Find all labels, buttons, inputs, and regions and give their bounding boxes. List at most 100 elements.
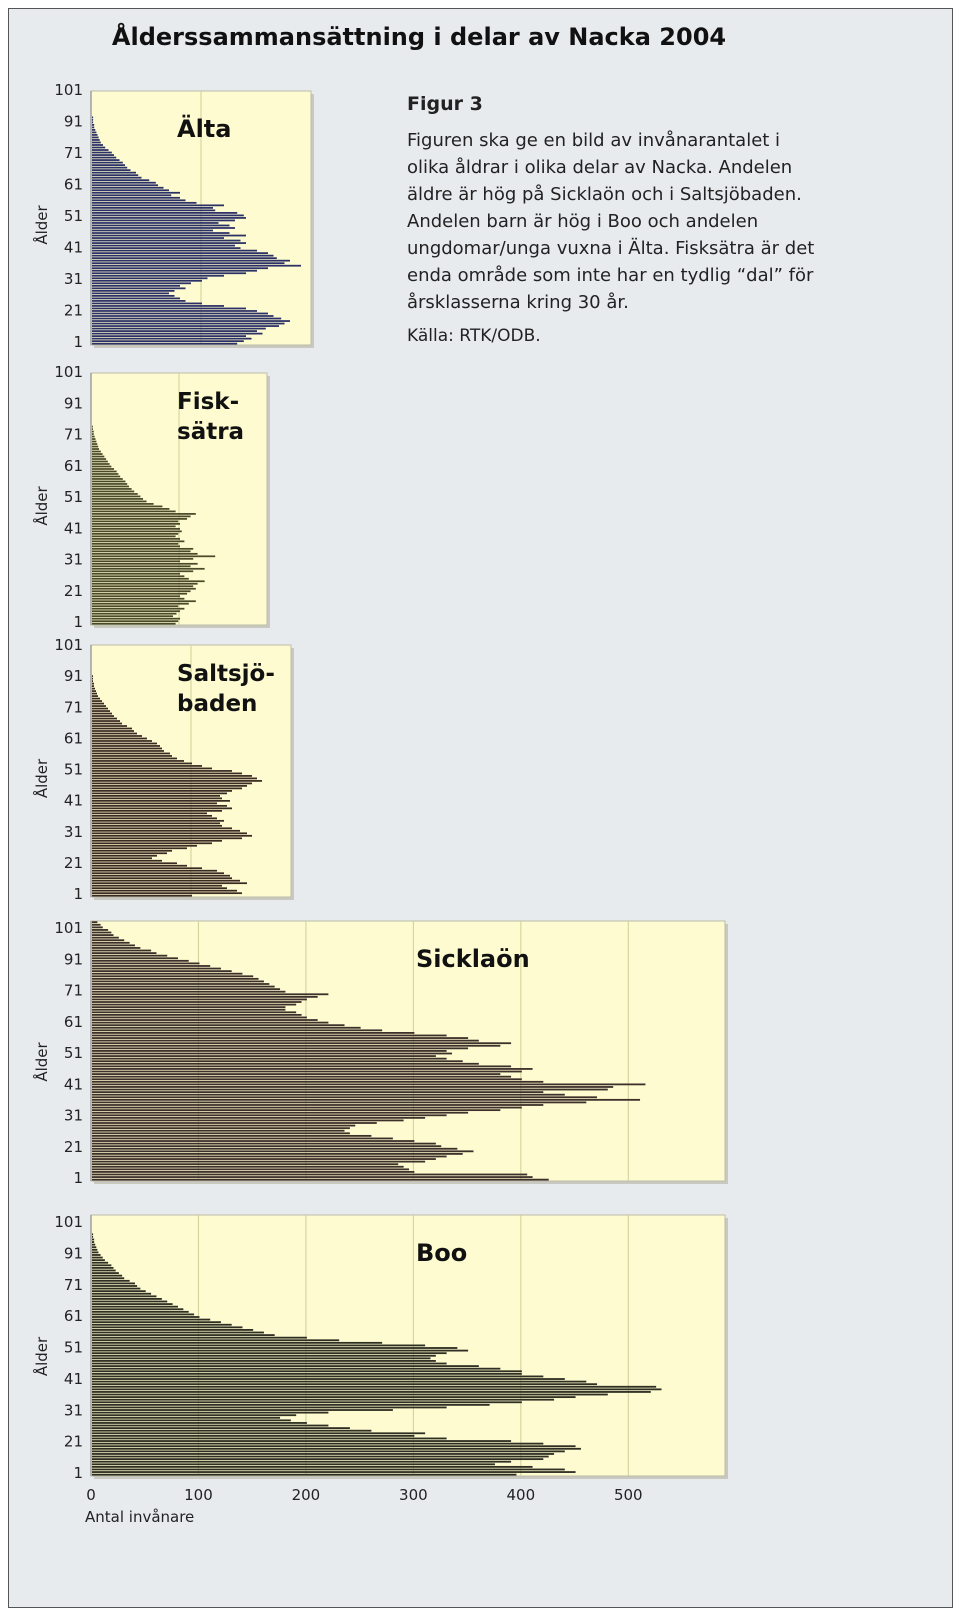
bar	[92, 767, 212, 770]
bar	[92, 1453, 555, 1455]
bar	[92, 527, 180, 530]
bar	[92, 740, 152, 742]
bar	[92, 993, 329, 996]
bar	[92, 1119, 404, 1122]
bar	[92, 312, 268, 315]
bar	[92, 1442, 544, 1445]
bar	[92, 1233, 94, 1236]
bar	[92, 1398, 555, 1401]
bar	[92, 1142, 436, 1145]
figure-frame: Ålderssammansättning i delar av Nacka 20…	[8, 8, 953, 1608]
bar	[92, 545, 180, 548]
bar	[92, 274, 224, 277]
bar	[92, 194, 172, 197]
bar	[92, 1042, 512, 1045]
bar	[92, 1065, 512, 1068]
x-tick-label: 100	[184, 1486, 213, 1504]
bar	[92, 287, 186, 290]
bar	[92, 453, 103, 455]
bar	[92, 1165, 404, 1168]
bar	[92, 136, 99, 139]
bar	[92, 1292, 152, 1295]
bar	[92, 159, 120, 161]
bar	[92, 1256, 103, 1259]
bar	[92, 1318, 211, 1321]
bar	[92, 602, 189, 605]
bar	[92, 1088, 608, 1091]
bar	[92, 837, 242, 840]
bar	[92, 1163, 399, 1166]
bar	[92, 570, 194, 573]
y-tick-label: 101	[54, 1213, 83, 1231]
bar	[92, 777, 257, 780]
bar	[92, 1380, 587, 1383]
bar	[92, 577, 189, 580]
bar	[92, 1158, 436, 1160]
y-tick-label: 91	[64, 1244, 83, 1262]
bar	[92, 1471, 576, 1473]
bar	[92, 1083, 646, 1086]
bar	[92, 134, 98, 136]
bar	[92, 1341, 383, 1344]
bar	[92, 844, 197, 847]
bar	[92, 931, 112, 934]
bar	[92, 757, 177, 760]
bar	[92, 1339, 340, 1342]
y-tick-label: 31	[64, 823, 83, 841]
chart-panel: 1 21 31 41 51 61 71 91 101 Ålder Saltsjö-baden	[32, 636, 294, 903]
bar	[92, 884, 222, 887]
bar	[92, 1152, 463, 1155]
bar	[92, 755, 172, 757]
bar	[92, 269, 257, 272]
bar	[92, 139, 100, 141]
bar	[92, 1344, 426, 1347]
y-tick-label: 51	[64, 488, 83, 506]
bar	[92, 1388, 662, 1391]
bar	[92, 995, 318, 998]
y-axis-label: Ålder	[32, 1042, 51, 1082]
bar	[92, 335, 246, 338]
bar	[92, 1274, 123, 1277]
bar	[92, 980, 264, 983]
panel-title: baden	[177, 691, 257, 717]
bar	[92, 1352, 447, 1355]
bar	[92, 1349, 469, 1352]
bar	[92, 181, 156, 184]
y-tick-label: 21	[64, 582, 83, 600]
bar	[92, 862, 177, 865]
bar	[92, 176, 142, 179]
bar	[92, 151, 112, 154]
bar	[92, 450, 101, 453]
bar	[92, 505, 163, 508]
bar	[92, 787, 242, 790]
bar	[92, 1160, 426, 1163]
bar	[92, 277, 208, 280]
y-tick-label: 71	[64, 426, 83, 444]
bar	[92, 1266, 114, 1269]
bar	[92, 1241, 95, 1243]
bar	[92, 782, 252, 785]
bar	[92, 939, 125, 942]
bar	[92, 297, 180, 300]
bar	[92, 575, 185, 578]
bar	[92, 237, 224, 239]
bar	[92, 1008, 286, 1011]
bar	[92, 842, 212, 845]
y-tick-label: 61	[64, 729, 83, 747]
y-tick-label: 71	[64, 698, 83, 716]
bar	[92, 425, 93, 428]
bar	[92, 1029, 383, 1032]
y-tick-label: 41	[64, 239, 83, 257]
bar	[92, 600, 196, 603]
bar	[92, 282, 191, 285]
y-tick-label: 71	[64, 982, 83, 1000]
bar	[92, 1279, 130, 1282]
bar	[92, 1078, 522, 1081]
bar	[92, 325, 279, 327]
y-tick-label: 101	[54, 919, 83, 937]
bar	[92, 590, 191, 593]
bar	[92, 322, 285, 325]
bar	[92, 552, 198, 555]
bar	[92, 317, 282, 320]
bar	[92, 500, 147, 503]
